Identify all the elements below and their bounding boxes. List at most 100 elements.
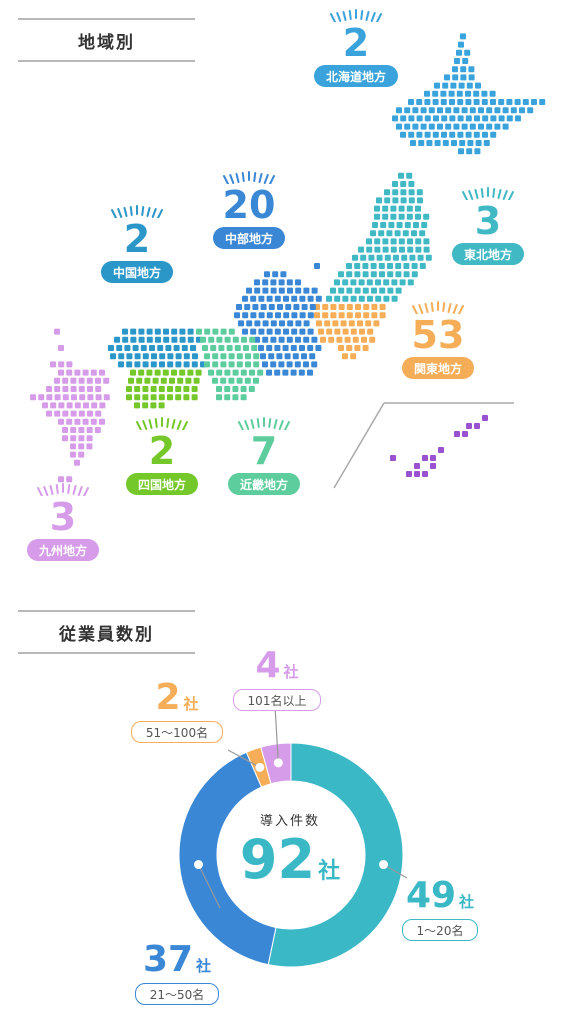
map-dot xyxy=(412,107,419,114)
map-dot xyxy=(411,263,418,269)
map-dot xyxy=(469,107,476,114)
map-dot xyxy=(420,107,427,114)
map-dot xyxy=(277,304,283,310)
map-dot xyxy=(453,107,460,114)
map-dot xyxy=(307,345,314,351)
map-dot xyxy=(383,279,390,286)
map-dot xyxy=(159,353,166,360)
map-dot xyxy=(249,336,256,343)
map-dot xyxy=(103,377,110,384)
map-dot xyxy=(283,295,289,302)
map-dot xyxy=(254,336,260,343)
donut-center: 導入件数 92 社 xyxy=(220,810,360,889)
map-dot xyxy=(79,394,86,401)
map-dot xyxy=(424,90,430,97)
map-dot xyxy=(460,33,466,40)
map-dot xyxy=(282,345,289,351)
map-dot xyxy=(383,295,390,302)
map-dot xyxy=(62,427,68,433)
map-dot xyxy=(531,99,537,105)
map-dot xyxy=(158,386,165,392)
map-dot xyxy=(187,328,194,335)
map-dot xyxy=(434,82,440,89)
map-dot xyxy=(86,443,93,450)
map-dot xyxy=(465,131,472,138)
map-dot xyxy=(303,336,310,343)
map-dot xyxy=(494,123,501,130)
map-dot xyxy=(494,107,501,114)
map-dot xyxy=(417,254,424,261)
map-dot xyxy=(78,410,85,417)
map-dot xyxy=(338,287,345,294)
map-dot xyxy=(462,58,469,64)
map-dot xyxy=(432,99,439,105)
map-dot xyxy=(42,402,48,409)
map-dot xyxy=(224,386,231,392)
map-dot xyxy=(266,369,272,376)
donut-center-title: 導入件数 xyxy=(259,814,320,829)
map-dot xyxy=(482,115,489,122)
map-dot xyxy=(330,287,336,294)
map-dot xyxy=(103,394,110,401)
map-dot xyxy=(404,123,411,130)
map-dot xyxy=(295,336,301,343)
map-dot xyxy=(322,304,329,310)
map-dot xyxy=(490,99,496,105)
map-dot xyxy=(415,213,421,220)
map-dot xyxy=(458,41,464,48)
map-dot xyxy=(250,295,257,302)
map-dot xyxy=(418,140,425,146)
map-dot xyxy=(392,115,398,122)
region-name-pill: 北海道地方 xyxy=(313,65,398,87)
map-dot xyxy=(423,238,430,245)
map-dot xyxy=(78,386,85,392)
map-dot xyxy=(420,123,427,130)
map-dot xyxy=(460,66,467,73)
map-dot xyxy=(441,115,448,122)
map-dot xyxy=(387,271,394,278)
map-dot xyxy=(268,304,275,310)
map-dot xyxy=(408,181,415,187)
region-count: 53 xyxy=(411,313,465,357)
map-dot xyxy=(216,386,222,392)
map-dot xyxy=(62,435,68,442)
map-dot xyxy=(122,336,129,343)
map-dot xyxy=(183,394,190,401)
map-dot xyxy=(244,304,251,310)
map-dot xyxy=(482,415,488,421)
map-dot xyxy=(506,115,513,122)
map-dot xyxy=(58,476,64,483)
map-dot xyxy=(260,353,266,360)
map-dot xyxy=(208,369,214,376)
map-dot xyxy=(95,394,102,401)
map-dot xyxy=(58,418,64,425)
map-dot xyxy=(379,287,386,294)
map-dot xyxy=(252,304,259,310)
map-dot xyxy=(82,418,89,425)
map-dot xyxy=(390,205,397,212)
map-dot xyxy=(124,345,131,351)
map-dot xyxy=(464,49,471,56)
map-dot xyxy=(236,353,243,360)
map-dot xyxy=(128,377,134,384)
map-dot xyxy=(157,345,164,351)
map-dot xyxy=(162,369,169,376)
region-count: 20 xyxy=(222,183,276,227)
map-dot xyxy=(46,394,53,401)
map-dot xyxy=(352,336,359,343)
map-dot xyxy=(71,394,77,401)
slice-range-pill: 101名以上 xyxy=(232,689,322,711)
map-dot xyxy=(414,463,420,469)
map-dot xyxy=(355,312,361,319)
map-dot xyxy=(355,304,361,310)
map-dot xyxy=(440,90,447,97)
map-dot xyxy=(384,197,391,204)
map-dot xyxy=(371,287,377,294)
map-dot xyxy=(354,287,361,294)
map-dot xyxy=(183,353,190,360)
map-dot xyxy=(286,336,293,343)
sunburst-rays-icon xyxy=(111,205,163,218)
map-dot xyxy=(490,131,497,138)
map-dot xyxy=(473,99,480,105)
map-dot xyxy=(242,328,248,335)
